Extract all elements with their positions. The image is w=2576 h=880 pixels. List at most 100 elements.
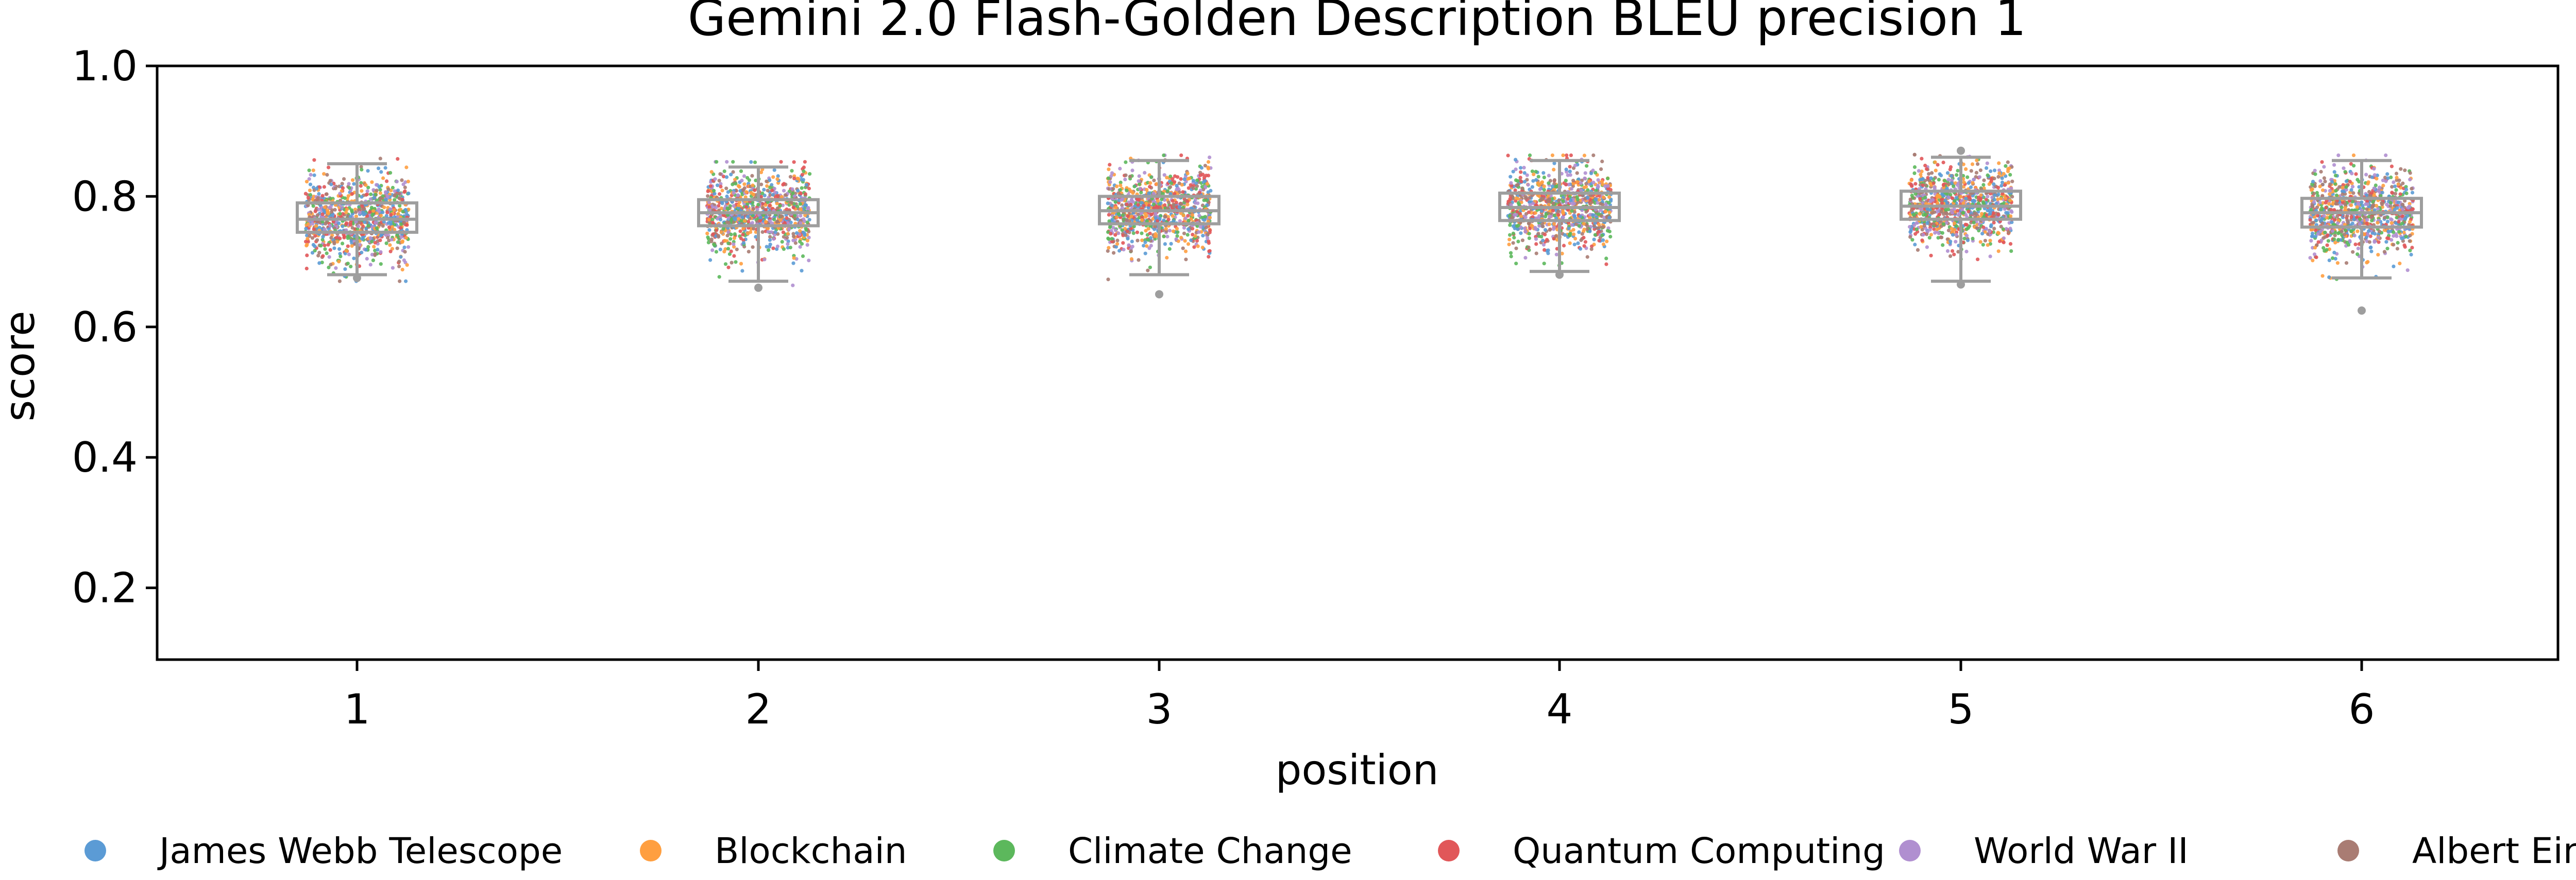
data-point (1594, 197, 1598, 201)
data-point (1566, 197, 1570, 201)
data-point (1208, 216, 1212, 220)
data-point (1605, 229, 1610, 233)
data-point (1556, 210, 1561, 214)
data-point (1203, 179, 1207, 183)
data-point (1925, 245, 1929, 249)
data-point (365, 256, 369, 261)
data-point (1606, 186, 1610, 191)
data-point (1968, 195, 1972, 199)
data-point (1946, 228, 1951, 233)
data-point (1928, 228, 1932, 232)
data-point (1186, 214, 1190, 218)
data-point (765, 184, 769, 188)
data-point (1607, 195, 1612, 199)
data-point (1956, 209, 1960, 213)
data-point (1910, 238, 1914, 242)
data-point (800, 241, 804, 246)
data-point (739, 262, 743, 266)
data-point (406, 192, 411, 196)
data-point (717, 275, 721, 279)
data-point (1964, 223, 1969, 227)
data-point (2327, 258, 2331, 263)
data-point (1599, 208, 1603, 212)
data-point (726, 230, 731, 234)
data-point (1179, 235, 1183, 240)
data-point (1183, 249, 1188, 253)
data-point (1207, 239, 1211, 244)
data-point (1523, 230, 1528, 234)
data-point (1206, 160, 1211, 164)
data-point (2402, 230, 2406, 234)
data-point (795, 177, 800, 181)
data-point (1176, 175, 1180, 179)
data-point (314, 224, 318, 228)
data-point (1132, 184, 1137, 188)
data-point (2007, 230, 2011, 234)
data-point (1570, 223, 1574, 227)
data-point (1959, 195, 1963, 199)
data-point (1550, 184, 1555, 188)
data-point (1177, 181, 1181, 185)
data-point (316, 196, 320, 200)
data-point (1572, 232, 1576, 236)
data-point (396, 188, 400, 193)
data-point (1992, 177, 1996, 181)
data-point (1131, 231, 1136, 235)
data-point (1909, 182, 1913, 186)
data-point (1590, 244, 1594, 248)
data-point (791, 205, 795, 210)
data-point (1545, 238, 1549, 242)
data-point (1986, 173, 1990, 177)
data-point (799, 207, 803, 211)
data-point (1981, 183, 1986, 187)
data-point (2332, 218, 2337, 222)
data-point (758, 219, 762, 223)
data-point (305, 243, 309, 247)
data-point (723, 238, 727, 243)
data-point (1964, 234, 1969, 238)
data-point (323, 228, 327, 232)
data-point (1986, 195, 1990, 199)
data-point (1552, 226, 1556, 230)
data-point (398, 208, 402, 212)
data-point (2390, 185, 2394, 189)
data-point (2315, 214, 2319, 218)
data-point (375, 183, 379, 187)
data-point (1533, 211, 1537, 215)
data-point (1125, 186, 1129, 190)
data-point (1976, 162, 1980, 166)
data-point (744, 190, 749, 194)
data-point (1604, 210, 1608, 214)
data-point (317, 226, 321, 230)
data-point (726, 247, 731, 251)
data-point (1183, 216, 1188, 220)
data-point (2003, 196, 2007, 200)
data-point (792, 194, 796, 198)
data-point (1547, 222, 1551, 227)
data-point (312, 227, 316, 231)
data-point (768, 193, 772, 197)
data-point (1193, 234, 1197, 238)
data-point (2000, 180, 2005, 184)
data-point (791, 283, 795, 287)
data-point (1946, 178, 1951, 182)
data-point (1607, 201, 1611, 205)
data-point (393, 198, 397, 202)
data-point (391, 185, 395, 190)
data-point (741, 241, 745, 245)
data-point (1962, 180, 1966, 184)
data-point (368, 263, 372, 267)
data-point (771, 193, 775, 197)
data-point (1920, 238, 1924, 243)
data-point (393, 228, 397, 232)
data-point (1948, 165, 1953, 169)
data-point (368, 210, 372, 214)
data-point (1514, 262, 1518, 266)
data-point (1560, 251, 1564, 255)
data-point (766, 230, 770, 234)
data-point (1168, 192, 1173, 196)
data-point (316, 253, 320, 257)
data-point (338, 212, 342, 216)
data-point (768, 235, 772, 239)
data-point (1540, 180, 1545, 184)
